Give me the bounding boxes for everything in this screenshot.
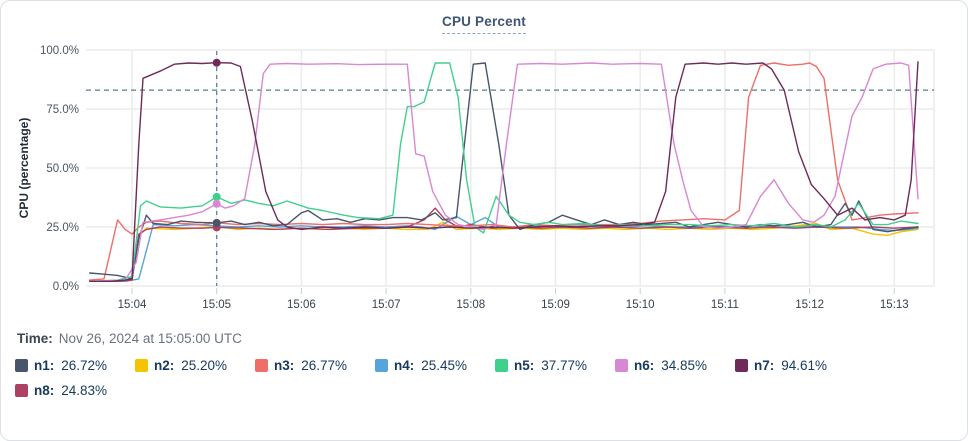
series-n8-line[interactable] xyxy=(88,207,919,282)
legend-series-value: 26.77% xyxy=(301,358,348,373)
legend-series-name: n4: xyxy=(394,358,415,373)
legend-item-n5[interactable]: n5: 37.77% xyxy=(495,358,615,373)
cpu-percent-line-chart[interactable]: 0.0% 25.0% 50.0% 75.0% 100.0% 15:04 15:05 15:06… xyxy=(1,37,968,319)
series-n7-line[interactable] xyxy=(88,61,919,282)
y-axis-tick-label: 25.0% xyxy=(46,222,79,234)
legend-series-value: 24.83% xyxy=(61,383,108,398)
x-axis-tick-label: 15:10 xyxy=(626,299,655,311)
legend-series-value: 94.61% xyxy=(781,358,828,373)
x-axis-tick-label: 15:09 xyxy=(541,299,570,311)
y-axis-tick-label: 0.0% xyxy=(53,281,79,293)
legend-item-n4[interactable]: n4: 25.45% xyxy=(375,358,495,373)
legend-series-value: 37.77% xyxy=(541,358,588,373)
time-label: Time: xyxy=(17,331,53,346)
legend-series-name: n2: xyxy=(154,358,175,373)
legend-swatch xyxy=(375,359,388,372)
y-axis-title: CPU (percentage) xyxy=(17,118,31,219)
x-axis-tick-label: 15:12 xyxy=(795,299,824,311)
time-value: Nov 26, 2024 at 15:05:00 UTC xyxy=(58,331,242,346)
legend-item-n1[interactable]: n1: 26.72% xyxy=(15,358,135,373)
legend-item-n2[interactable]: n2: 25.20% xyxy=(135,358,255,373)
series-n5-line[interactable] xyxy=(88,62,919,282)
gridlines xyxy=(86,49,935,287)
chart-header: CPU Percent xyxy=(1,1,967,37)
legend-series-value: 34.85% xyxy=(661,358,708,373)
series-n6-marker[interactable] xyxy=(212,199,221,208)
y-axis-tick-label: 100.0% xyxy=(40,45,79,57)
legend-swatch xyxy=(15,359,28,372)
legend-series-value: 25.20% xyxy=(181,358,228,373)
series-n5-marker[interactable] xyxy=(212,192,221,201)
legend-swatch xyxy=(255,359,268,372)
legend-series-name: n8: xyxy=(34,383,55,398)
chart-title[interactable]: CPU Percent xyxy=(442,14,526,34)
time-row: Time: Nov 26, 2024 at 15:05:00 UTC xyxy=(1,331,967,346)
series-n2-line[interactable] xyxy=(88,221,919,282)
legend-item-n7[interactable]: n7: 94.61% xyxy=(735,358,855,373)
y-axis-tick-label: 75.0% xyxy=(46,104,79,116)
legend-item-n3[interactable]: n3: 26.77% xyxy=(255,358,375,373)
series-n6-line[interactable] xyxy=(88,62,919,282)
series-n1-line[interactable] xyxy=(88,62,919,280)
legend-swatch xyxy=(15,384,28,397)
chart-legend: n1: 26.72% n2: 25.20% n3: 26.77% n4: 25.45% n5: 3… xyxy=(1,358,967,398)
legend-series-name: n1: xyxy=(34,358,55,373)
x-axis-tick-label: 15:06 xyxy=(287,299,316,311)
legend-swatch xyxy=(735,359,748,372)
series-n7-marker[interactable] xyxy=(212,58,221,67)
x-axis-tick-label: 15:08 xyxy=(456,299,485,311)
x-axis-tick-label: 15:04 xyxy=(118,299,147,311)
legend-series-name: n7: xyxy=(754,358,775,373)
legend-item-n8[interactable]: n8: 24.83% xyxy=(15,383,135,398)
legend-swatch xyxy=(495,359,508,372)
legend-series-name: n5: xyxy=(514,358,535,373)
x-axis-tick-label: 15:11 xyxy=(711,299,739,311)
legend-series-name: n6: xyxy=(634,358,655,373)
x-axis-tick-label: 15:07 xyxy=(372,299,401,311)
legend-series-name: n3: xyxy=(274,358,295,373)
series-n1-marker[interactable] xyxy=(212,218,221,227)
x-axis-tick-label: 15:05 xyxy=(202,299,231,311)
series-n3-line[interactable] xyxy=(88,62,919,281)
legend-swatch xyxy=(615,359,628,372)
legend-series-value: 26.72% xyxy=(61,358,108,373)
x-axis-tick-label: 15:13 xyxy=(880,299,909,311)
legend-series-value: 25.45% xyxy=(421,358,468,373)
legend-item-n6[interactable]: n6: 34.85% xyxy=(615,358,735,373)
y-axis-tick-label: 50.0% xyxy=(46,163,79,175)
legend-swatch xyxy=(135,359,148,372)
